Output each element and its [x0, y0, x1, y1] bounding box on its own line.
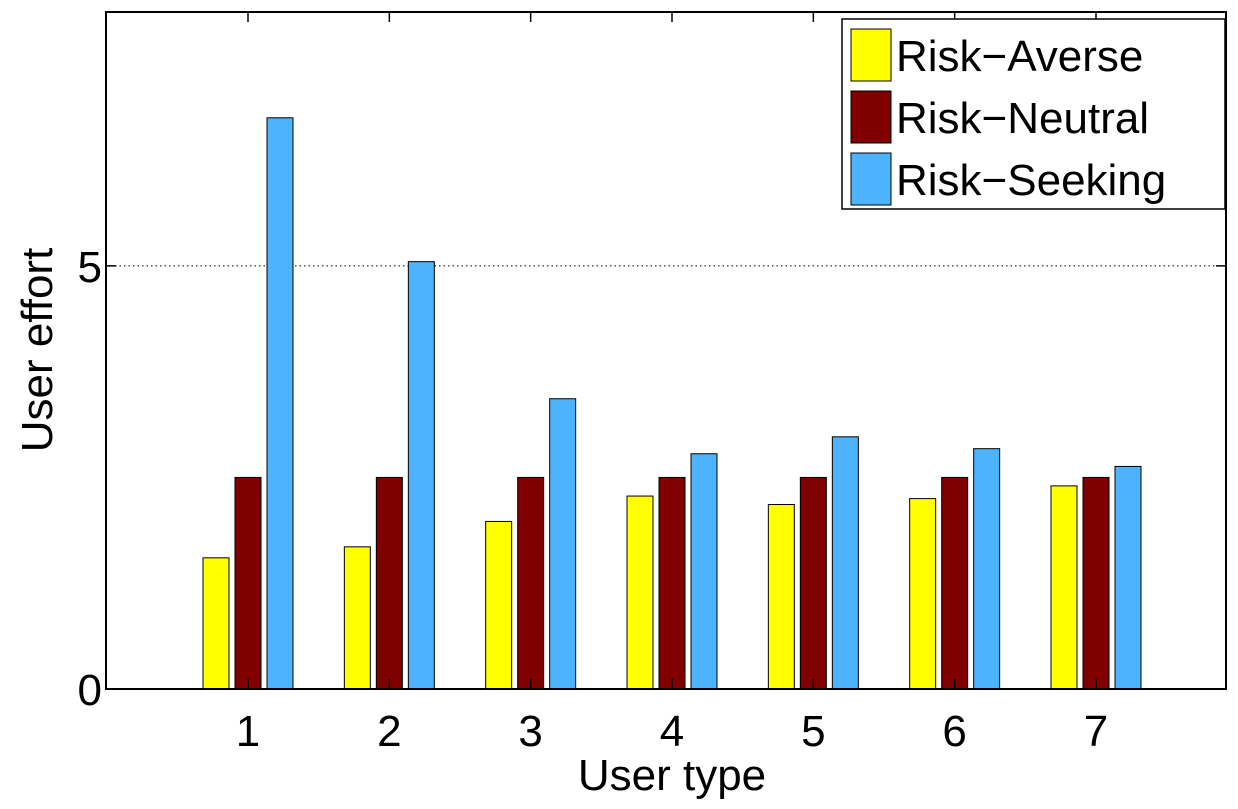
y-tick-label: 5	[78, 243, 102, 292]
bar	[831, 436, 859, 690]
bar	[549, 398, 577, 690]
bar	[407, 261, 435, 690]
legend: Risk−Averse Risk−Neutral Risk−Seeking	[841, 18, 1226, 210]
bar	[517, 476, 545, 690]
x-tick-label: 6	[942, 707, 966, 756]
x-tick-label: 2	[377, 707, 401, 756]
bar	[690, 453, 718, 690]
y-axis-label: User effort	[13, 248, 62, 453]
bar	[1114, 465, 1142, 690]
bar	[973, 448, 1001, 690]
bar	[485, 520, 513, 690]
bar	[799, 476, 827, 690]
bar	[1082, 476, 1110, 690]
x-tick-label: 4	[660, 707, 684, 756]
bars-layer	[202, 117, 1142, 690]
bar	[234, 476, 262, 690]
legend-label: Risk−Averse	[896, 32, 1143, 81]
legend-label: Risk−Seeking	[896, 156, 1166, 205]
legend-box	[841, 18, 1226, 210]
bar	[343, 546, 371, 690]
x-tick-label: 5	[801, 707, 825, 756]
legend-label: Risk−Neutral	[896, 94, 1149, 143]
bar	[767, 504, 795, 690]
legend-swatch	[850, 28, 892, 82]
bar	[626, 495, 654, 690]
x-axis-label: User type	[578, 751, 766, 800]
bar	[1050, 485, 1078, 690]
y-tick-label: 0	[78, 666, 102, 715]
bar	[941, 476, 969, 690]
legend-swatch	[850, 90, 892, 144]
x-tick-label: 3	[518, 707, 542, 756]
bar	[202, 557, 230, 690]
bar	[658, 476, 686, 690]
bar	[909, 498, 937, 690]
x-tick-label: 1	[236, 707, 260, 756]
bar	[266, 117, 294, 690]
legend-swatch	[850, 152, 892, 206]
x-tick-label: 7	[1084, 707, 1108, 756]
plot-frame	[105, 11, 1227, 690]
bar	[375, 476, 403, 690]
